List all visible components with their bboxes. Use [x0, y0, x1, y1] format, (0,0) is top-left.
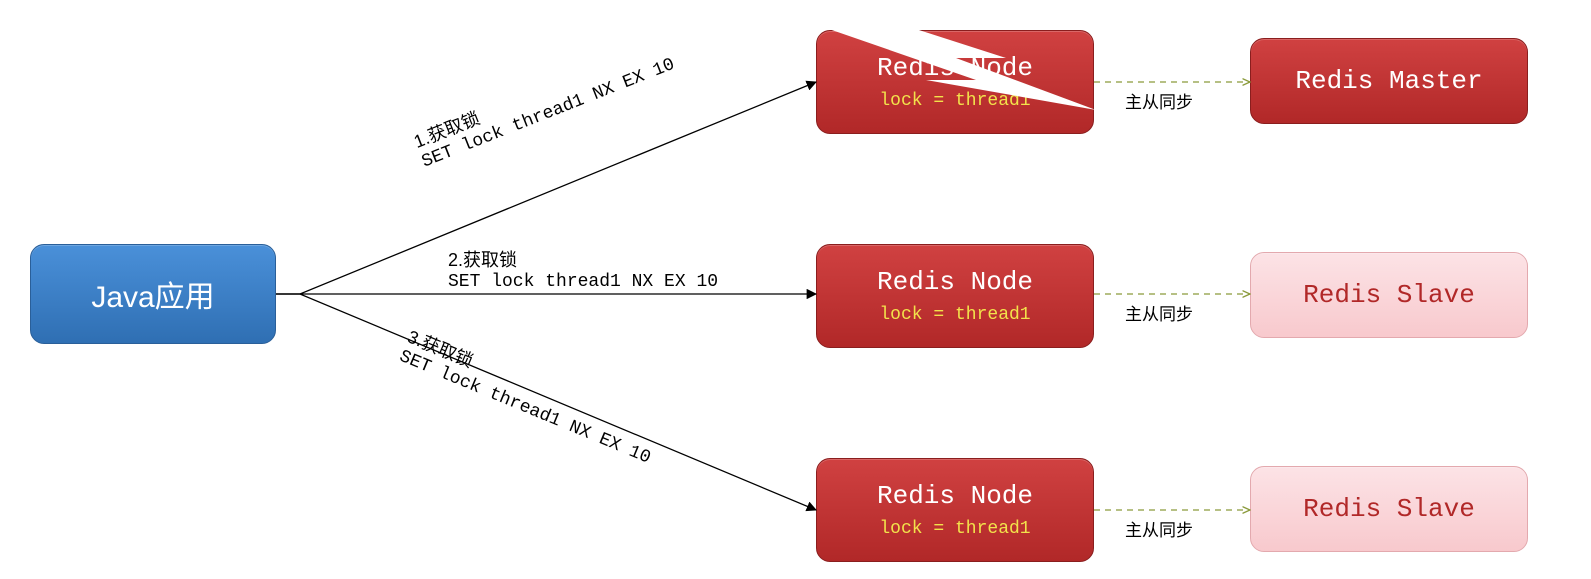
edge-2-label: 2.获取锁 SET lock thread1 NX EX 10: [448, 246, 718, 292]
edge-2-label-line2: SET lock thread1 NX EX 10: [448, 272, 718, 292]
edge-1-label: 1.获取锁 SET lock thread1 NX EX 10: [410, 31, 678, 173]
sync-1-label: 主从同步: [1125, 88, 1193, 113]
edge-3-label: 3.获取锁 SET lock thread1 NX EX 10: [396, 323, 663, 469]
sync-3-label: 主从同步: [1125, 516, 1193, 541]
java-app-label: Java应用: [91, 272, 214, 316]
redis-node-1: Redis Node lock = thread1: [816, 30, 1094, 134]
redis-slave-2-label: Redis Slave: [1303, 494, 1475, 524]
redis-node-1-sub: lock = thread1: [879, 91, 1030, 111]
redis-slave-1-label: Redis Slave: [1303, 280, 1475, 310]
sync-2-label: 主从同步: [1125, 300, 1193, 325]
java-app-node: Java应用: [30, 244, 276, 344]
redis-node-1-title: Redis Node: [877, 53, 1033, 84]
redis-node-3: Redis Node lock = thread1: [816, 458, 1094, 562]
redis-master-label: Redis Master: [1295, 66, 1482, 96]
redis-slave-2-node: Redis Slave: [1250, 466, 1528, 552]
redis-node-3-title: Redis Node: [877, 481, 1033, 512]
redis-node-2-sub: lock = thread1: [879, 305, 1030, 325]
redis-master-node: Redis Master: [1250, 38, 1528, 124]
edge-2-label-line1: 2.获取锁: [448, 250, 517, 270]
redis-node-2: Redis Node lock = thread1: [816, 244, 1094, 348]
redis-node-2-title: Redis Node: [877, 267, 1033, 298]
redis-node-3-sub: lock = thread1: [879, 519, 1030, 539]
redis-slave-1-node: Redis Slave: [1250, 252, 1528, 338]
